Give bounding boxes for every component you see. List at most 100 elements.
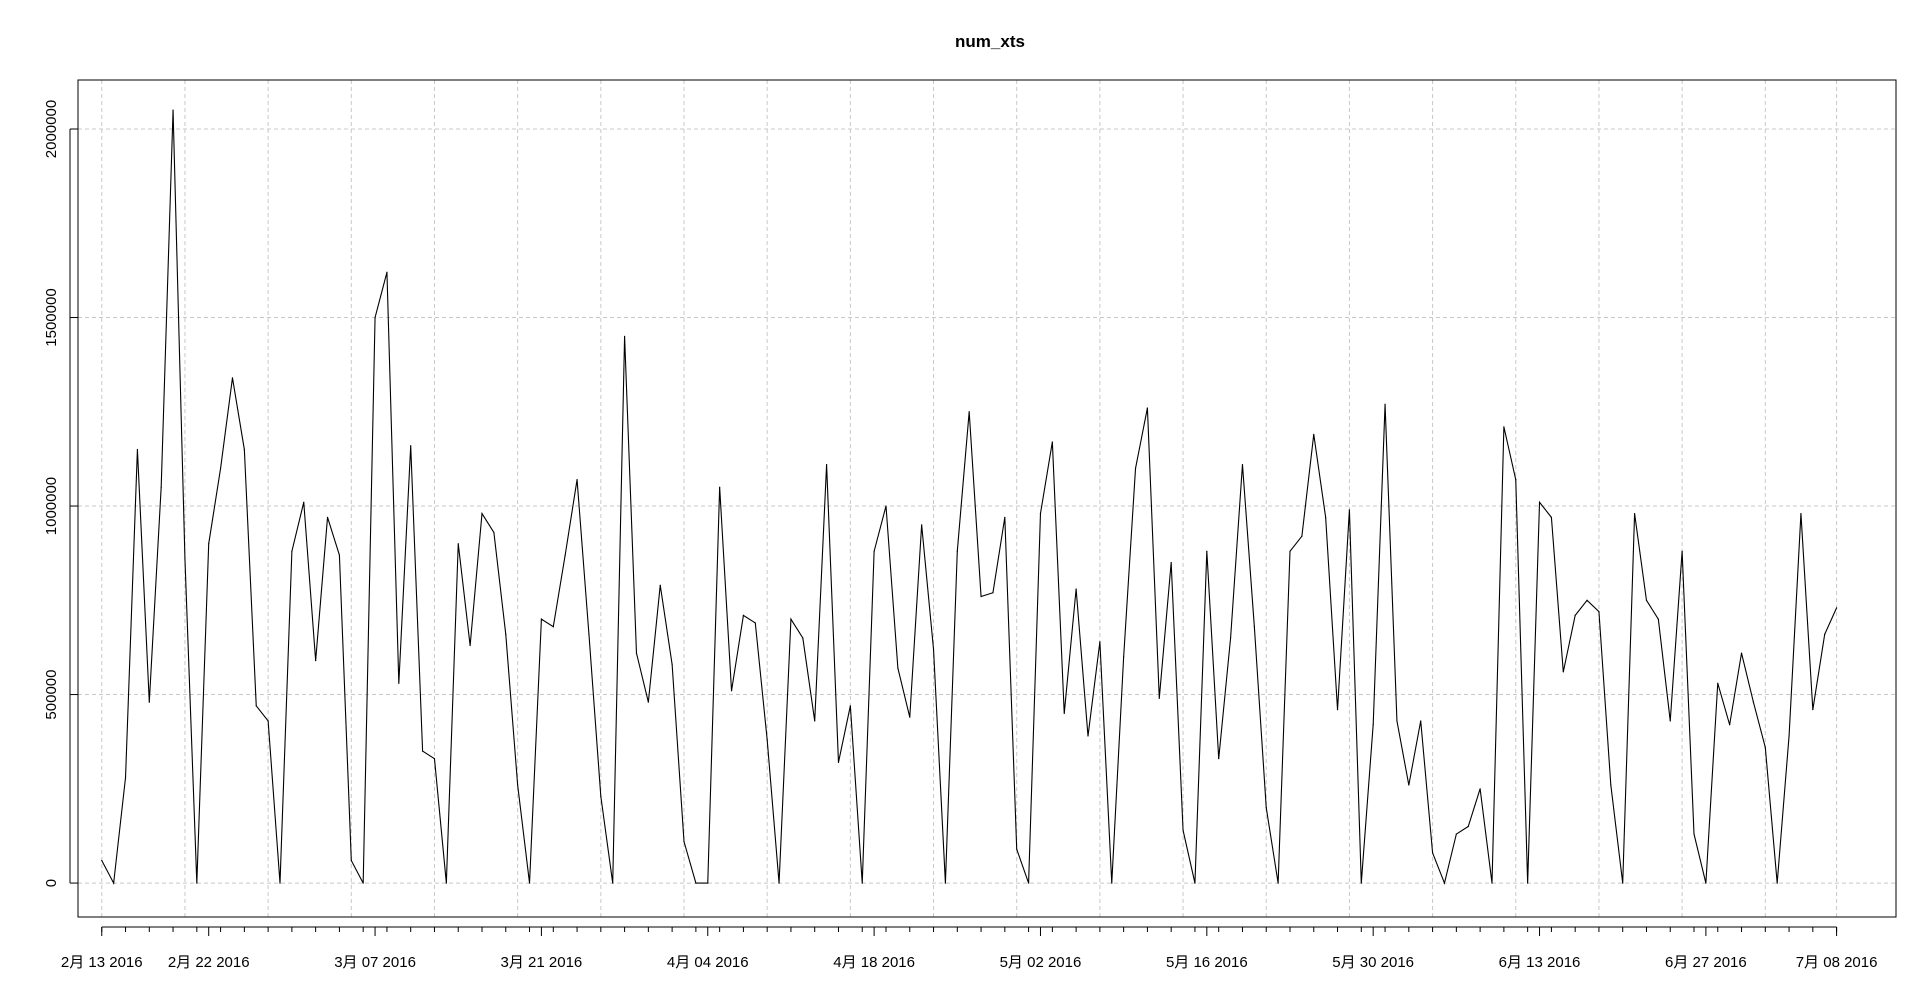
data-point [1016, 848, 1018, 850]
data-point [1717, 682, 1719, 684]
data-point [267, 720, 269, 722]
data-point [1408, 784, 1410, 786]
data-point [1372, 724, 1374, 726]
data-point [1598, 611, 1600, 613]
data-point [445, 882, 447, 884]
data-point [208, 543, 210, 545]
data-point [790, 618, 792, 620]
data-point [1087, 735, 1089, 737]
data-point [1740, 652, 1743, 654]
data-point [707, 882, 709, 884]
data-point [1538, 501, 1541, 503]
data-point [1039, 512, 1042, 515]
data-point [1824, 633, 1826, 635]
data-point [1467, 825, 1469, 828]
data-point [493, 531, 495, 534]
data-point [719, 486, 721, 488]
data-point [469, 644, 471, 647]
y-tick-label: 1500000 [43, 288, 60, 346]
data-point [172, 109, 174, 111]
y-tick-label: 0 [43, 879, 60, 887]
data-point [814, 720, 816, 722]
data-point [148, 701, 150, 703]
data-point [552, 626, 554, 628]
data-point [1622, 882, 1624, 884]
x-tick-label: 5月 16 2016 [1166, 954, 1248, 971]
data-point [184, 558, 186, 560]
x-tick-label: 4月 18 2016 [833, 954, 915, 971]
data-point [932, 648, 935, 650]
data-point [1384, 403, 1386, 405]
data-point [517, 784, 519, 786]
data-point [730, 690, 733, 692]
data-point [1574, 614, 1576, 616]
data-point [1752, 701, 1755, 703]
data-point [1693, 833, 1695, 835]
data-point [1800, 512, 1802, 515]
data-point [1633, 512, 1636, 515]
data-point [410, 445, 412, 447]
data-point [1562, 671, 1564, 673]
data-point [1503, 426, 1505, 428]
data-point [1301, 535, 1303, 537]
data-point [231, 377, 234, 379]
data-point [1705, 882, 1707, 884]
x-tick-label: 4月 04 2016 [667, 954, 749, 971]
data-point [1194, 882, 1196, 884]
data-point [362, 882, 364, 884]
data-point [873, 550, 875, 552]
data-point [1455, 833, 1457, 835]
y-tick-label: 500000 [43, 670, 60, 720]
data-point [1265, 807, 1267, 809]
data-point [1776, 882, 1778, 884]
data-point [338, 554, 341, 556]
data-point [576, 479, 578, 481]
data-point [588, 633, 590, 635]
data-point [1550, 516, 1553, 518]
data-point [1313, 433, 1315, 436]
data-point [1788, 735, 1790, 737]
x-tick-label: 2月 13 2016 [61, 954, 143, 971]
x-tick-label: 2月 22 2016 [168, 954, 250, 971]
data-point [1657, 618, 1659, 620]
x-tick-label: 5月 02 2016 [1000, 954, 1082, 971]
data-point [421, 750, 424, 752]
data-point [754, 622, 756, 624]
data-point [778, 882, 780, 884]
data-point [160, 486, 162, 488]
data-point [1835, 607, 1838, 609]
data-point [600, 795, 602, 797]
data-point [1325, 516, 1327, 518]
data-point [196, 882, 198, 884]
data-point [1146, 407, 1149, 409]
data-point [457, 543, 459, 545]
y-tick-label: 1000000 [43, 477, 60, 535]
x-tick-label: 6月 13 2016 [1499, 954, 1581, 971]
data-point [612, 882, 614, 884]
data-point [136, 448, 139, 451]
data-point [1812, 709, 1814, 711]
series-line [101, 110, 1838, 885]
data-point [1360, 882, 1362, 884]
data-point [1229, 637, 1232, 639]
grid-lines [78, 80, 1896, 917]
data-point [1289, 550, 1291, 552]
data-point [1420, 720, 1422, 722]
data-point [1111, 882, 1113, 884]
data-point [647, 701, 649, 703]
data-point [1241, 463, 1244, 466]
data-point [540, 618, 543, 620]
series-layer [101, 109, 1838, 885]
x-tick-label: 7月 08 2016 [1796, 954, 1878, 971]
data-point [1336, 709, 1339, 711]
data-point [564, 554, 566, 556]
data-point [1206, 550, 1208, 552]
chart-title: num_xts [955, 32, 1025, 51]
data-point [921, 524, 923, 526]
data-point [1004, 516, 1006, 518]
data-point [897, 667, 899, 669]
data-point [386, 271, 388, 273]
data-point [398, 682, 400, 684]
data-point [350, 859, 352, 862]
data-point [1515, 479, 1517, 481]
